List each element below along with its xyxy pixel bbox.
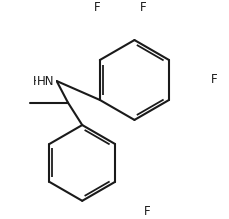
Text: HN: HN [33,74,50,88]
Text: HN: HN [37,74,54,88]
Text: F: F [140,2,146,14]
Text: F: F [94,2,101,14]
Text: F: F [210,74,217,87]
Text: F: F [143,205,150,218]
